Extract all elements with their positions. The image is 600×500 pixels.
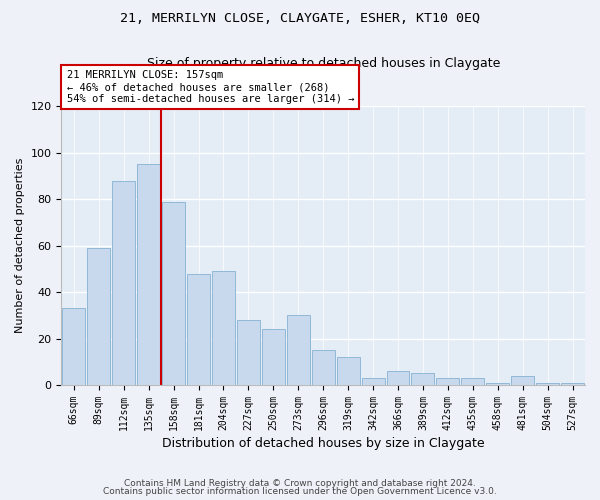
Bar [362,378,385,385]
Title: Size of property relative to detached houses in Claygate: Size of property relative to detached ho… [146,58,500,70]
Bar [162,202,185,385]
Bar [62,308,85,385]
Text: Contains public sector information licensed under the Open Government Licence v3: Contains public sector information licen… [103,487,497,496]
Bar [237,320,260,385]
Bar [436,378,460,385]
Bar [88,248,110,385]
Bar [337,357,359,385]
Bar [137,164,160,385]
Bar [412,374,434,385]
Bar [461,378,484,385]
Bar [262,330,285,385]
Text: Contains HM Land Registry data © Crown copyright and database right 2024.: Contains HM Land Registry data © Crown c… [124,479,476,488]
Text: 21 MERRILYN CLOSE: 157sqm
← 46% of detached houses are smaller (268)
54% of semi: 21 MERRILYN CLOSE: 157sqm ← 46% of detac… [67,70,354,104]
Bar [187,274,210,385]
Bar [312,350,335,385]
Bar [212,272,235,385]
Bar [112,180,135,385]
Bar [511,376,534,385]
X-axis label: Distribution of detached houses by size in Claygate: Distribution of detached houses by size … [162,437,485,450]
Bar [486,383,509,385]
Y-axis label: Number of detached properties: Number of detached properties [15,158,25,334]
Bar [536,383,559,385]
Bar [287,316,310,385]
Text: 21, MERRILYN CLOSE, CLAYGATE, ESHER, KT10 0EQ: 21, MERRILYN CLOSE, CLAYGATE, ESHER, KT1… [120,12,480,26]
Bar [386,371,409,385]
Bar [561,383,584,385]
